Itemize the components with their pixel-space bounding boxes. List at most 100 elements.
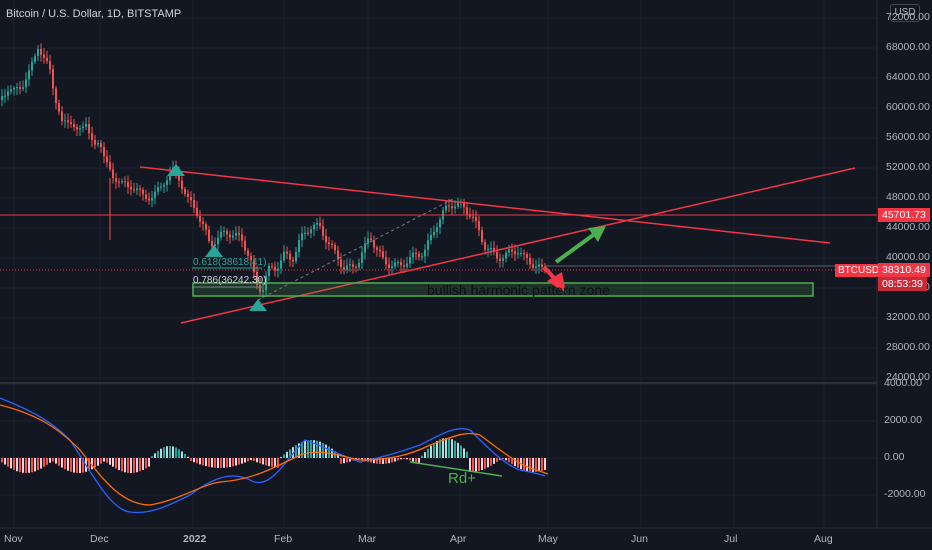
candle-body (142, 189, 144, 195)
candle-body (520, 253, 522, 255)
time-tick-label: Aug (814, 533, 833, 545)
candle-body (55, 88, 57, 104)
macd-histogram-bar (460, 445, 462, 458)
macd-histogram-bar (394, 458, 396, 462)
time-tick-label: Apr (450, 533, 467, 545)
price-tick-label: 60000.00 (886, 101, 930, 113)
candle-body (526, 254, 528, 258)
macd-histogram-bar (253, 458, 255, 462)
candle-body (145, 194, 147, 199)
macd-histogram-bar (181, 451, 183, 458)
candle-body (109, 162, 111, 170)
macd-histogram-bar (22, 458, 24, 473)
candle-body (193, 200, 195, 208)
macd-histogram-bar (133, 458, 135, 473)
macd-histogram-bar (469, 458, 471, 472)
candle-body (304, 232, 306, 234)
macd-histogram-bar (100, 458, 102, 464)
macd-histogram-bar (280, 457, 282, 459)
bullish-zone-box[interactable] (192, 282, 814, 297)
macd-histogram-bar (487, 458, 489, 468)
candle-body (235, 233, 237, 236)
candle-body (250, 255, 252, 261)
candle-body (187, 193, 189, 198)
candle-body (472, 216, 474, 218)
macd-histogram-bar (115, 458, 117, 469)
candle-body (40, 48, 42, 55)
upper-trendline[interactable] (139, 166, 831, 244)
candle-body (88, 123, 90, 134)
candle-body (331, 244, 333, 246)
macd-histogram-bar (244, 458, 246, 463)
candle-body (97, 142, 99, 145)
signal-line (0, 404, 549, 506)
candle-body (373, 239, 375, 248)
candle-body (511, 249, 513, 252)
candle-body (502, 258, 504, 261)
candle-body (292, 259, 294, 262)
candle-body (394, 262, 396, 267)
macd-histogram-bar (229, 458, 231, 468)
macd-histogram-bar (262, 458, 264, 465)
candle-body (79, 128, 81, 130)
macd-histogram-bar (358, 458, 360, 459)
macd-histogram-bar (121, 458, 123, 472)
currency-button[interactable]: USD (890, 4, 920, 22)
macd-histogram-bar (7, 458, 9, 467)
macd-histogram-bar (304, 440, 306, 458)
candle-body (418, 253, 420, 257)
candle-body (385, 257, 387, 265)
macd-histogram-bar (238, 458, 240, 465)
candle-body (253, 260, 255, 273)
candle-body (136, 188, 138, 191)
macd-histogram-bar (274, 458, 276, 468)
candle-body (376, 247, 378, 250)
macd-histogram-bar (538, 458, 540, 472)
candle-body (196, 207, 198, 217)
candle-body (238, 233, 240, 235)
macd-histogram-bar (391, 458, 393, 463)
candle-body (223, 231, 225, 233)
candle-body (364, 243, 366, 253)
macd-histogram-bar (223, 458, 225, 468)
pivot-triangle-mid (205, 245, 223, 257)
macd-histogram-bar (190, 458, 192, 461)
candle-body (316, 222, 318, 225)
candle-body (301, 233, 303, 241)
pivot-triangle-low (249, 299, 267, 311)
macd-histogram-bar (412, 458, 414, 462)
macd-histogram-bar (511, 458, 513, 465)
candle-body (232, 235, 234, 238)
time-tick-label: Dec (90, 533, 109, 545)
candle-body (379, 249, 381, 252)
candle-body (298, 240, 300, 253)
time-tick-label: May (538, 533, 558, 545)
candle-body (148, 198, 150, 201)
macd-histogram-bar (235, 458, 237, 466)
countdown-tag: 08:53:39 (878, 277, 927, 291)
candle-body (199, 216, 201, 222)
macd-histogram-bar (502, 458, 504, 459)
macd-histogram-bar (127, 458, 129, 473)
candle-body (466, 207, 468, 215)
macd-tick-label: -2000.00 (884, 488, 926, 500)
macd-histogram-bar (109, 458, 111, 465)
macd-histogram-bar (301, 441, 303, 458)
macd-histogram-bar (277, 458, 279, 468)
macd-line (0, 397, 546, 514)
candle-body (535, 266, 537, 268)
macd-histogram-bar (529, 458, 531, 472)
macd-histogram-bar (271, 458, 273, 467)
macd-histogram-bar (421, 455, 423, 458)
candle-body (22, 87, 24, 89)
macd-histogram-bar (523, 458, 525, 471)
lower-trendline[interactable] (180, 167, 856, 324)
macd-histogram-bar (196, 458, 198, 464)
macd-histogram-bar (139, 458, 141, 472)
macd-histogram-bar (208, 458, 210, 467)
macd-histogram-bar (268, 458, 270, 467)
macd-histogram-bar (220, 458, 222, 468)
macd-histogram-bar (40, 458, 42, 469)
candle-body (286, 251, 288, 254)
